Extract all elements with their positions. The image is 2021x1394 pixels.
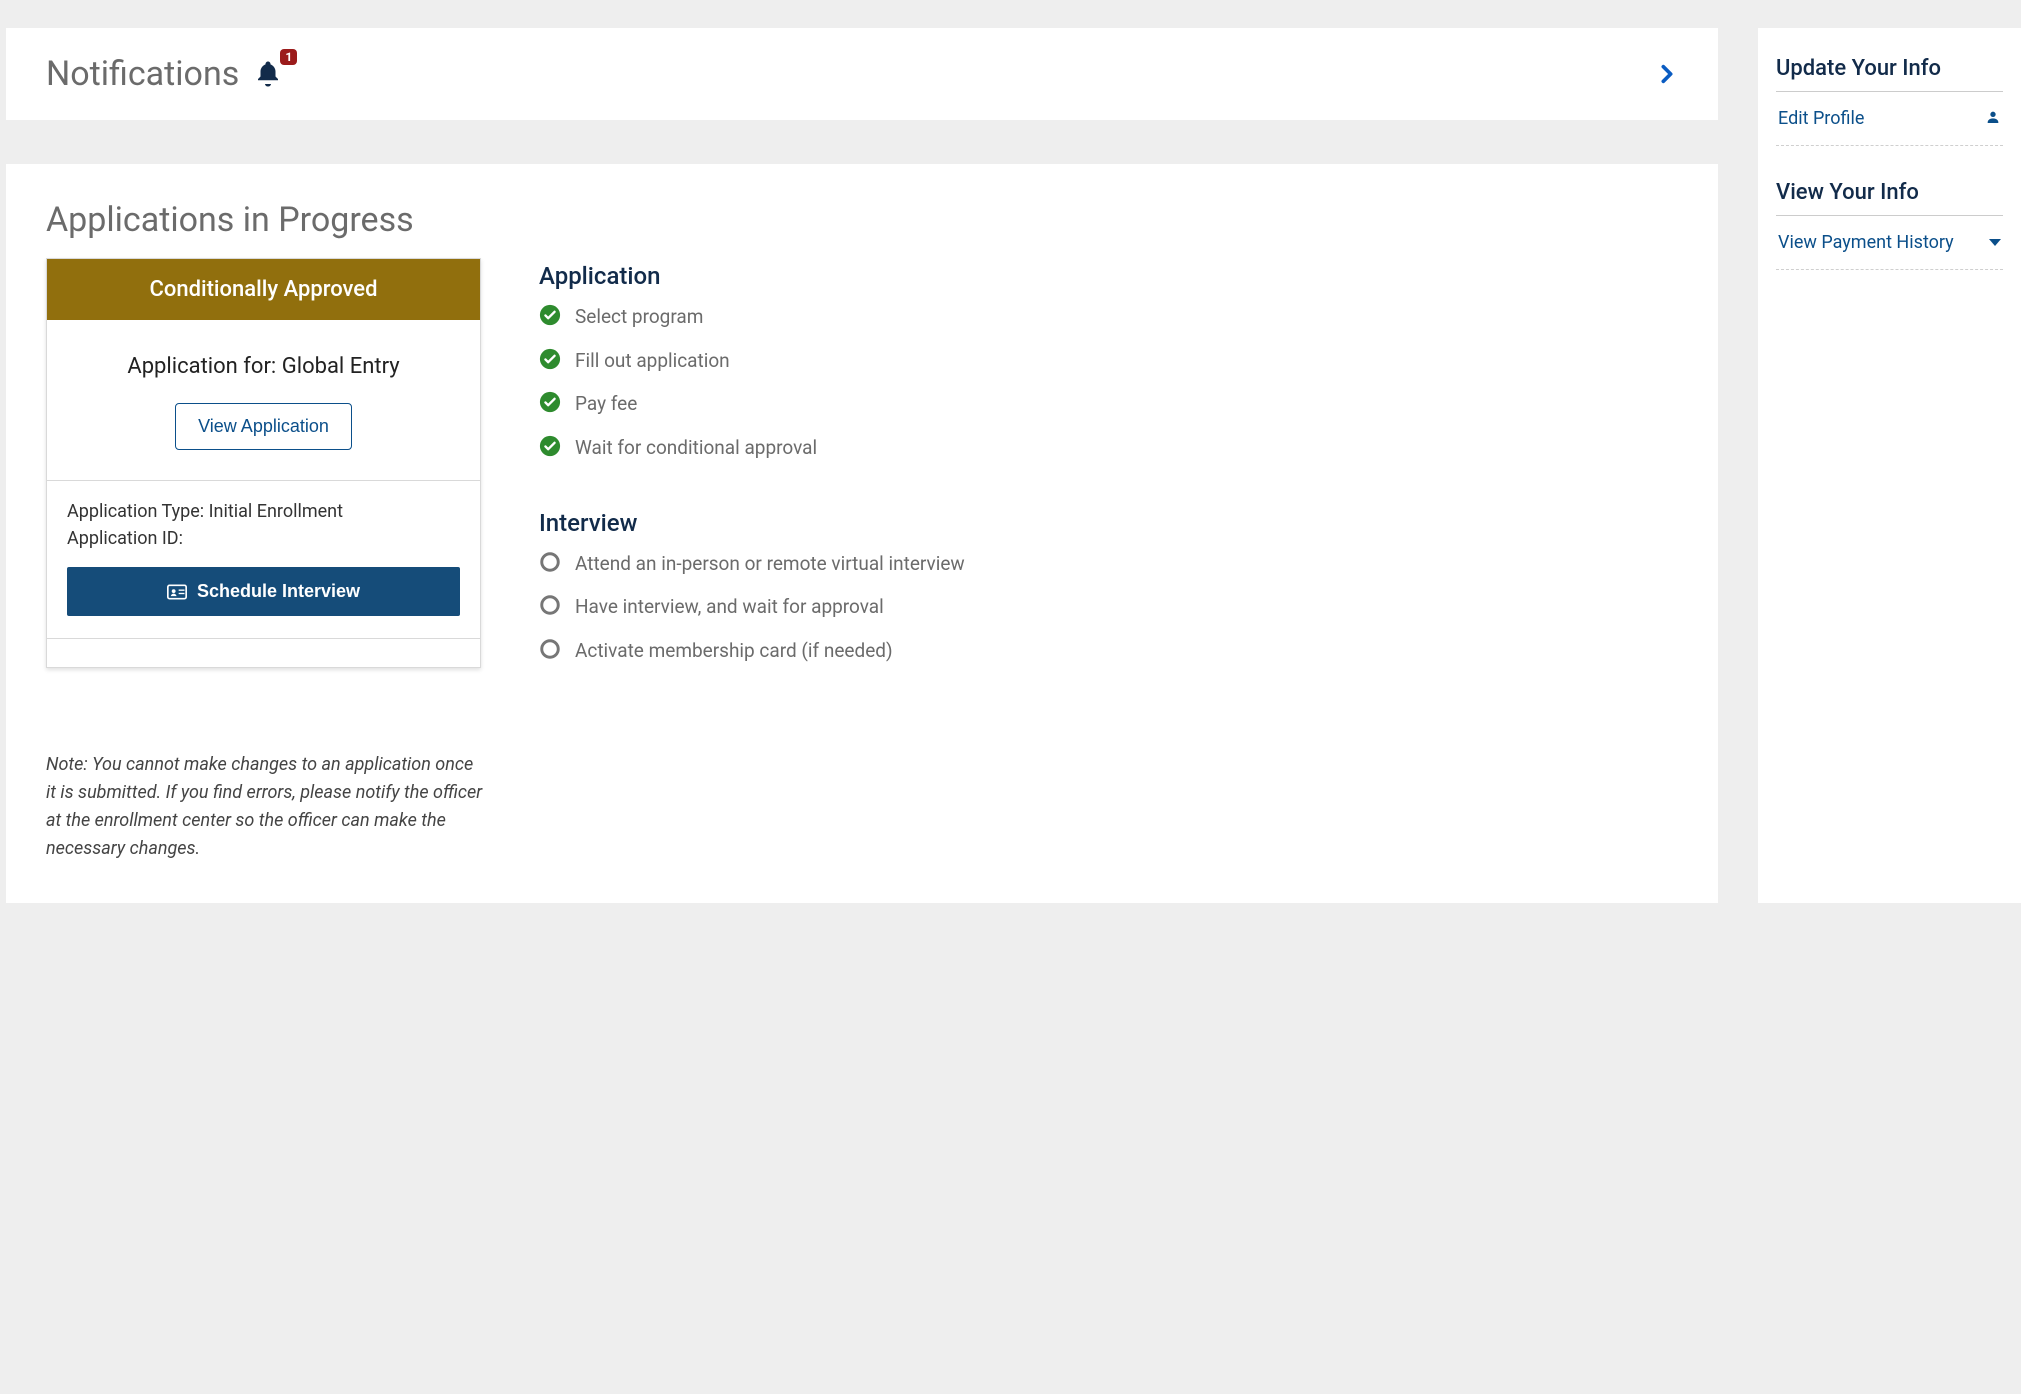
caret-down-icon (1989, 239, 2001, 246)
schedule-interview-button[interactable]: Schedule Interview (67, 567, 460, 616)
payment-history-link[interactable]: View Payment History (1778, 232, 1954, 253)
check-circle-icon (539, 348, 561, 370)
update-info-heading: Update Your Info (1776, 56, 2003, 92)
application-for: Application for: Global Entry (67, 354, 460, 379)
steps-column: Application Select program Fill out appl… (539, 258, 1678, 711)
application-for-label: Application for: (127, 354, 281, 379)
step-label: Attend an in-person or remote virtual in… (575, 551, 965, 577)
step-item: Attend an in-person or remote virtual in… (539, 551, 1678, 577)
interview-steps-heading: Interview (539, 509, 1678, 537)
check-circle-icon (539, 391, 561, 413)
application-type-value: Initial Enrollment (209, 501, 343, 522)
ring-icon (539, 638, 561, 660)
step-item: Fill out application (539, 348, 1678, 374)
step-item: Have interview, and wait for approval (539, 594, 1678, 620)
id-card-icon (167, 584, 187, 600)
notifications-expand[interactable] (1656, 59, 1678, 89)
edit-profile-link[interactable]: Edit Profile (1778, 108, 1864, 129)
step-label: Pay fee (575, 391, 637, 417)
application-note: Note: You cannot make changes to an appl… (46, 751, 486, 863)
ring-icon (539, 551, 561, 573)
view-application-button[interactable]: View Application (175, 403, 352, 450)
application-type: Application Type: Initial Enrollment (67, 501, 460, 522)
sidebar: Update Your Info Edit Profile View Your … (1758, 28, 2021, 903)
application-steps: Application Select program Fill out appl… (539, 262, 1678, 461)
application-card: Conditionally Approved Application for: … (46, 258, 481, 668)
user-icon (1985, 109, 2001, 129)
step-label: Wait for conditional approval (575, 435, 817, 461)
notifications-badge: 1 (280, 49, 297, 65)
application-status: Conditionally Approved (47, 259, 480, 320)
applications-title: Applications in Progress (46, 200, 1678, 240)
application-id: Application ID: (67, 528, 460, 549)
edit-profile-row[interactable]: Edit Profile (1776, 92, 2003, 146)
ring-icon (539, 594, 561, 616)
payment-history-row[interactable]: View Payment History (1776, 216, 2003, 270)
application-for-value: Global Entry (282, 354, 400, 379)
notifications-title: Notifications (46, 54, 239, 94)
applications-panel: Applications in Progress Conditionally A… (6, 164, 1718, 903)
step-label: Select program (575, 304, 703, 330)
step-label: Fill out application (575, 348, 730, 374)
interview-steps: Interview Attend an in-person or remote … (539, 509, 1678, 664)
step-label: Have interview, and wait for approval (575, 594, 884, 620)
step-item: Activate membership card (if needed) (539, 638, 1678, 664)
step-item: Pay fee (539, 391, 1678, 417)
schedule-interview-label: Schedule Interview (197, 581, 360, 602)
chevron-right-icon (1656, 59, 1678, 89)
notifications-bell[interactable]: 1 (253, 59, 283, 89)
step-label: Activate membership card (if needed) (575, 638, 893, 664)
application-type-label: Application Type: (67, 501, 209, 522)
check-circle-icon (539, 304, 561, 326)
application-id-label: Application ID: (67, 528, 183, 549)
view-info-heading: View Your Info (1776, 180, 2003, 216)
notifications-panel: Notifications 1 (6, 28, 1718, 120)
step-item: Select program (539, 304, 1678, 330)
bell-icon (253, 59, 283, 89)
step-item: Wait for conditional approval (539, 435, 1678, 461)
application-steps-heading: Application (539, 262, 1678, 290)
check-circle-icon (539, 435, 561, 457)
